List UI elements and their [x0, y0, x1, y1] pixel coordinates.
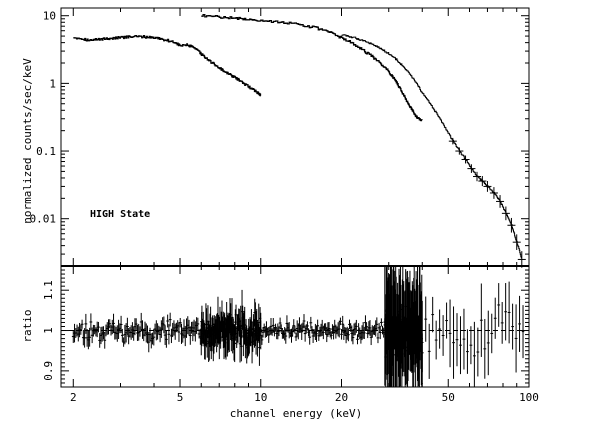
upper-y-tick-label: 1 [49, 77, 56, 90]
x-tick-label: 2 [70, 391, 77, 404]
upper-y-tick-label: 0.1 [36, 145, 56, 158]
x-tick-label: 20 [335, 391, 348, 404]
lower-y-tick-label: 1.1 [42, 280, 55, 300]
upper-panel [73, 14, 526, 268]
x-tick-label: 5 [177, 391, 184, 404]
x-tick-label: 50 [442, 391, 455, 404]
spectrum-series-2 [201, 14, 423, 122]
figure-text: normalized counts/sec/keV ratio channel … [21, 58, 362, 420]
lower-ylabel: ratio [21, 309, 34, 342]
x-tick-label: 10 [254, 391, 267, 404]
high-state-annotation: HIGH State [90, 209, 150, 220]
spectrum-series-1 [73, 34, 262, 97]
spectrum-series-3 [341, 34, 522, 259]
lower-y-tick-label: 0.9 [42, 361, 55, 381]
upper-ylabel: normalized counts/sec/keV [21, 58, 34, 224]
panel-frames: 0.01 0.1 1 10 0.9 1 1.1 2 5 10 20 50 100 [30, 7, 539, 404]
x-axis-title: channel energy (keV) [230, 407, 362, 420]
upper-y-tick-label: 10 [43, 10, 56, 23]
upper-y-tick-label: 0.01 [30, 213, 57, 226]
upper-frame [60, 7, 530, 267]
lower-y-tick-label: 1 [42, 327, 55, 334]
x-tick-label: 100 [519, 391, 539, 404]
lower-panel [61, 266, 529, 387]
